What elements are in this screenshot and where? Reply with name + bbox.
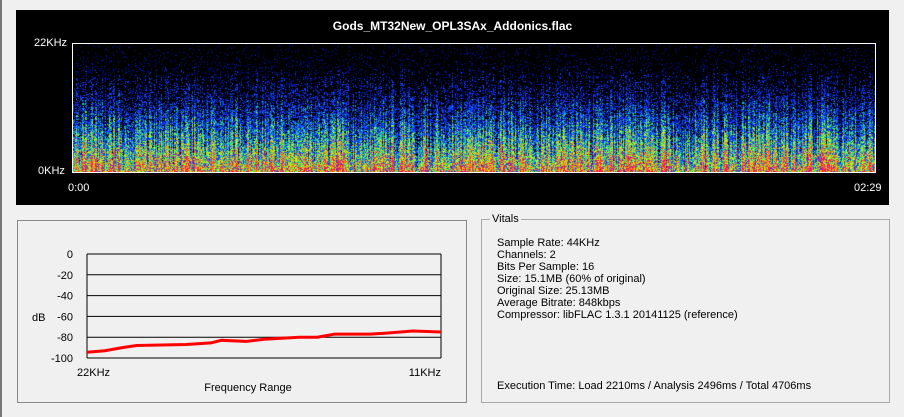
y-tick-label: -20 xyxy=(57,270,73,282)
y-tick-label: -60 xyxy=(57,311,73,323)
vital-line: Compressor: libFLAC 1.3.1 20141125 (refe… xyxy=(497,309,738,321)
vital-line: Sample Rate: 44KHz xyxy=(497,237,600,249)
y-tick-label: -40 xyxy=(57,291,73,303)
frequency-chart: 0 -20 -40 -60 -80 -100 dB 22KHz 11KHz Frequen… xyxy=(32,249,442,394)
freq-bottom-label: 0KHz xyxy=(38,165,65,177)
vitals-title: Vitals xyxy=(490,213,521,225)
spectrogram-panel: Gods_MT32New_OPL3SAx_Addonics.flac 22KHz… xyxy=(16,10,889,205)
vital-line: Original Size: 25.13MB xyxy=(497,285,610,297)
vital-line: Channels: 2 xyxy=(497,249,556,261)
vital-line: Average Bitrate: 848kbps xyxy=(497,297,621,309)
x-tick-start: 22KHz xyxy=(77,367,110,379)
window-border xyxy=(0,0,2,417)
spectrogram xyxy=(72,43,876,173)
y-tick-label: 0 xyxy=(67,249,73,261)
vital-line: Bits Per Sample: 16 xyxy=(497,261,595,273)
y-axis-label: dB xyxy=(32,312,45,324)
x-axis-label: Frequency Range xyxy=(204,382,291,394)
freq-top-label: 22KHz xyxy=(34,37,68,49)
frequency-chart-box: 0 -20 -40 -60 -80 -100 dB 22KHz 11KHz Frequen… xyxy=(17,220,467,403)
time-start-label: 0:00 xyxy=(68,182,90,194)
y-tick-label: -100 xyxy=(51,353,73,365)
x-tick-end: 11KHz xyxy=(409,367,441,379)
vital-line: Size: 15.1MB (60% of original) xyxy=(497,273,646,285)
file-title: Gods_MT32New_OPL3SAx_Addonics.flac xyxy=(332,19,573,33)
vitals-group: Vitals Sample Rate: 44KHz Channels: 2 Bits… xyxy=(481,213,890,403)
time-end-label: 02:29 xyxy=(854,182,882,194)
y-tick-label: -80 xyxy=(57,332,73,344)
series-line xyxy=(86,329,442,354)
execution-time: Execution Time: Load 2210ms / Analysis 2… xyxy=(497,380,812,392)
